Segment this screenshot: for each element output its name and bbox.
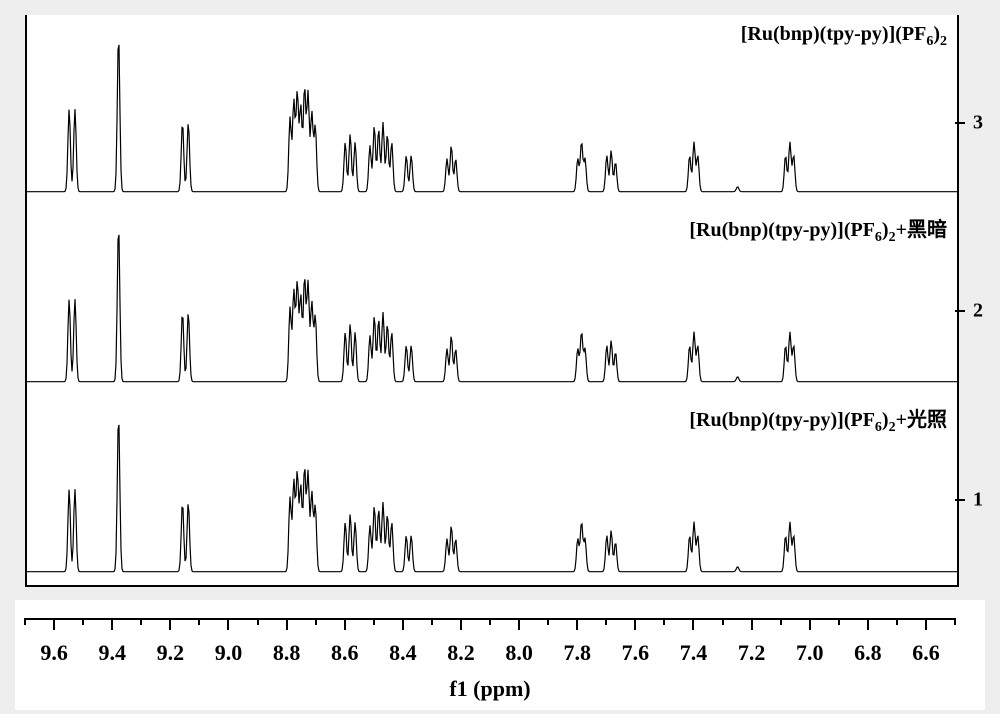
- x-minor-tick: [547, 618, 549, 625]
- spectrum-panel-1: [Ru(bnp)(tpy-py)](PF6)2+光照: [27, 395, 957, 585]
- x-axis-tick-label: 8.6: [331, 640, 359, 666]
- x-minor-tick: [722, 618, 724, 625]
- x-axis-tick-label: 7.0: [796, 640, 824, 666]
- nmr-figure: [Ru(bnp)(tpy-py)](PF6)2[Ru(bnp)(tpy-py)]…: [0, 0, 1000, 714]
- spectrum-trace-3: [27, 15, 957, 205]
- x-minor-tick: [663, 618, 665, 625]
- x-axis-tick-label: 7.8: [563, 640, 591, 666]
- spectrum-panel-3: [Ru(bnp)(tpy-py)](PF6)2: [27, 15, 957, 205]
- x-minor-tick: [373, 618, 375, 625]
- plot-area: [Ru(bnp)(tpy-py)](PF6)2[Ru(bnp)(tpy-py)]…: [25, 15, 959, 587]
- x-major-tick: [518, 618, 520, 630]
- x-major-tick: [344, 618, 346, 630]
- x-major-tick: [402, 618, 404, 630]
- x-major-tick: [227, 618, 229, 630]
- spectrum-trace-2: [27, 205, 957, 395]
- x-axis-tick-label: 9.6: [40, 640, 68, 666]
- right-axis-label: 1: [973, 488, 983, 511]
- x-axis-tick-label: 8.2: [447, 640, 475, 666]
- x-major-tick: [925, 618, 927, 630]
- x-axis-tick-label: 7.4: [680, 640, 708, 666]
- x-major-tick: [576, 618, 578, 630]
- x-minor-tick: [82, 618, 84, 625]
- x-axis-tick-label: 7.6: [622, 640, 650, 666]
- right-axis-tick: [955, 122, 965, 124]
- x-axis-title: f1 (ppm): [449, 676, 530, 702]
- x-major-tick: [169, 618, 171, 630]
- x-minor-tick: [24, 618, 26, 625]
- x-axis-tick-label: 8.8: [273, 640, 301, 666]
- x-axis-tick-label: 9.2: [157, 640, 185, 666]
- x-minor-tick: [780, 618, 782, 625]
- right-axis-label: 3: [973, 112, 983, 135]
- x-major-tick: [460, 618, 462, 630]
- x-minor-tick: [954, 618, 956, 625]
- x-minor-tick: [896, 618, 898, 625]
- spectrum-panel-2: [Ru(bnp)(tpy-py)](PF6)2+黑暗: [27, 205, 957, 395]
- x-major-tick: [692, 618, 694, 630]
- x-axis-tick-label: 6.8: [854, 640, 882, 666]
- spectrum-trace-1: [27, 395, 957, 585]
- x-axis-tick-label: 7.2: [738, 640, 766, 666]
- x-minor-tick: [431, 618, 433, 625]
- x-major-tick: [751, 618, 753, 630]
- x-minor-tick: [605, 618, 607, 625]
- right-axis-label: 2: [973, 300, 983, 323]
- x-axis-tick-label: 9.0: [215, 640, 243, 666]
- x-major-tick: [53, 618, 55, 630]
- right-axis-tick: [955, 499, 965, 501]
- x-minor-tick: [140, 618, 142, 625]
- x-axis-tick-label: 8.0: [505, 640, 533, 666]
- x-minor-tick: [315, 618, 317, 625]
- x-minor-tick: [838, 618, 840, 625]
- x-axis-tick-label: 6.6: [912, 640, 940, 666]
- x-major-tick: [634, 618, 636, 630]
- right-axis-tick: [955, 310, 965, 312]
- x-minor-tick: [257, 618, 259, 625]
- x-axis-tick-label: 9.4: [98, 640, 126, 666]
- x-axis-tick-label: 8.4: [389, 640, 417, 666]
- x-major-tick: [809, 618, 811, 630]
- x-major-tick: [286, 618, 288, 630]
- x-minor-tick: [489, 618, 491, 625]
- x-major-tick: [867, 618, 869, 630]
- x-major-tick: [111, 618, 113, 630]
- x-minor-tick: [198, 618, 200, 625]
